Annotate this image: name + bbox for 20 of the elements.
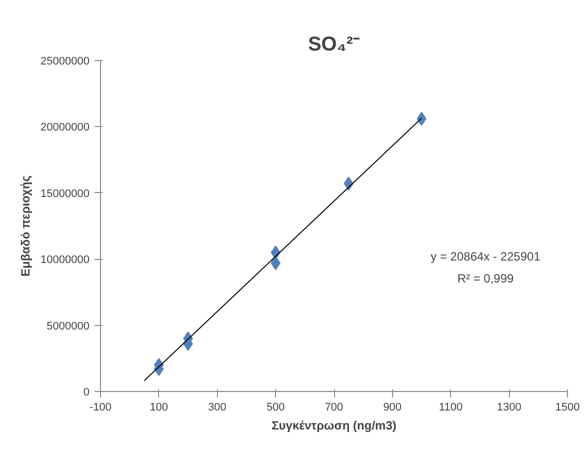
x-axis-title: Συγκέντρωση (ng/m3)	[272, 418, 396, 432]
x-tick-label: 900	[383, 402, 402, 414]
y-tick-label: 20000000	[40, 122, 90, 134]
chart-title: SO₄²⁻	[308, 34, 360, 56]
annotation: y = 20864x - 225901	[430, 250, 541, 264]
y-tick-label: 0	[83, 386, 90, 398]
y-tick-label: 25000000	[40, 56, 90, 68]
y-tick-label: 5000000	[46, 320, 90, 332]
x-tick-label: 100	[150, 402, 168, 414]
y-tick-label: 15000000	[40, 188, 90, 200]
x-tick-label: 700	[324, 402, 344, 414]
x-tick-label: 1300	[496, 402, 522, 414]
y-axis-title: Εμβαδό περιοχής	[18, 175, 33, 276]
x-tick-label: 1100	[438, 402, 463, 414]
annotation: R² = 0,999	[457, 272, 514, 286]
x-tick-label: 1500	[555, 402, 580, 414]
x-tick-label: -100	[89, 402, 112, 414]
x-tick-label: 500	[266, 402, 285, 414]
y-tick-label: 10000000	[40, 254, 90, 266]
x-tick-label: 300	[208, 402, 226, 414]
